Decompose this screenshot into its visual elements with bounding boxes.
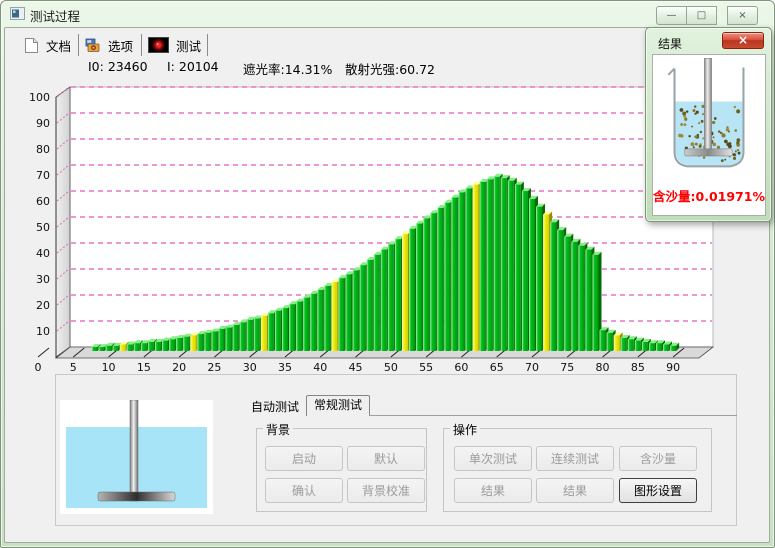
operation-group-title: 操作 [450,421,481,438]
sample-beaker-image [667,58,745,168]
svg-text:30: 30 [243,361,257,374]
svg-text:30: 30 [36,273,50,286]
svg-text:20: 20 [36,299,50,312]
svg-text:10: 10 [102,361,116,374]
svg-text:20: 20 [172,361,186,374]
svg-text:85: 85 [631,361,645,374]
close-button[interactable]: × [727,6,758,25]
svg-text:50: 50 [384,361,398,374]
svg-text:45: 45 [349,361,363,374]
svg-text:10: 10 [36,325,50,338]
result-popup-close-button[interactable]: × [722,32,764,49]
stirrer-rod [704,58,712,155]
result-popup-title: 结果 [658,37,683,51]
svg-text:100: 100 [29,91,50,104]
minimize-button[interactable]: — [656,6,687,25]
svg-text:60: 60 [454,361,468,374]
svg-text:25: 25 [207,361,221,374]
svg-text:90: 90 [666,361,680,374]
stirrer-paddle [97,491,176,502]
tab-options[interactable]: 选项 [85,33,133,57]
toolbar-separator [78,34,79,56]
svg-text:80: 80 [596,361,610,374]
result-button-1[interactable]: 结果 [454,478,532,503]
background-calibration-button[interactable]: 背景校准 [347,478,425,503]
toolbar-separator [141,34,142,56]
confirm-button[interactable]: 确认 [265,478,343,503]
result-button-2[interactable]: 结果 [536,478,614,503]
window-title: 测试过程 [30,9,81,24]
svg-text:5: 5 [70,361,77,374]
close-icon: × [738,9,747,21]
beaker-glass [673,67,745,168]
stat-i: I: 20104 [167,59,219,74]
svg-text:40: 40 [36,247,50,260]
result-popup-panel: 含沙量:0.01971% [652,54,766,216]
tab-test[interactable]: 测试 [148,33,201,57]
tab-document-label: 文档 [46,38,72,54]
default-button[interactable]: 默认 [347,446,425,471]
single-test-button[interactable]: 单次测试 [454,446,532,471]
stat-i0: I0: 23460 [88,59,148,74]
document-icon [25,37,38,53]
continuous-test-button[interactable]: 连续测试 [536,446,614,471]
tab-auto-test[interactable]: 自动测试 [250,400,299,414]
stirrer-paddle [684,148,733,157]
svg-text:70: 70 [36,169,50,182]
svg-text:90: 90 [36,117,50,130]
graph-settings-button[interactable]: 图形设置 [619,478,697,503]
particle-size-distribution-chart: 10 20 30 40 50 60 70 80 90 100 0 5 10 15 20 25 30 35 40 45 5… [29,86,715,374]
tabstrip-line [369,415,737,416]
sand-content-button[interactable]: 含沙量 [619,446,697,471]
svg-text:70: 70 [525,361,539,374]
background-group-title: 背景 [263,421,294,438]
svg-text:75: 75 [560,361,574,374]
minimize-icon: — [666,9,677,21]
tab-regular-test[interactable]: 常规测试 [306,395,370,416]
start-button[interactable]: 启动 [265,446,343,471]
svg-text:55: 55 [419,361,433,374]
svg-text:40: 40 [313,361,327,374]
maximize-button[interactable]: □ [686,6,717,25]
stat-obscuration: 遮光率:14.31% [243,62,333,77]
laser-icon [148,37,169,53]
svg-text:35: 35 [278,361,292,374]
tab-options-label: 选项 [108,38,134,54]
beaker-spout [667,67,676,76]
close-icon: × [737,33,749,47]
sand-content-value: 含沙量:0.01971% [653,189,765,204]
tab-test-label: 测试 [176,38,202,54]
operation-group: 操作 单次测试 连续测试 含沙量 结果 结果 图形设置 [443,421,712,512]
tab-document[interactable]: 文档 [24,33,71,57]
toolbar-separator [207,34,208,56]
stat-scatter-intensity: 散射光强:60.72 [345,62,435,77]
stirrer-rod [129,399,139,502]
stirrer-preview [60,399,213,514]
maximize-icon: □ [696,9,707,21]
result-popup: 结果 × 含沙量:0.01971% [645,27,772,222]
background-group: 背景 启动 默认 确认 背景校准 [256,421,427,512]
svg-text:80: 80 [36,143,50,156]
app-icon [10,7,25,20]
svg-text:15: 15 [137,361,151,374]
lower-panel [55,374,737,526]
svg-text:65: 65 [490,361,504,374]
svg-text:60: 60 [36,195,50,208]
options-icon [85,38,100,52]
svg-text:0: 0 [35,361,42,374]
svg-text:50: 50 [36,221,50,234]
